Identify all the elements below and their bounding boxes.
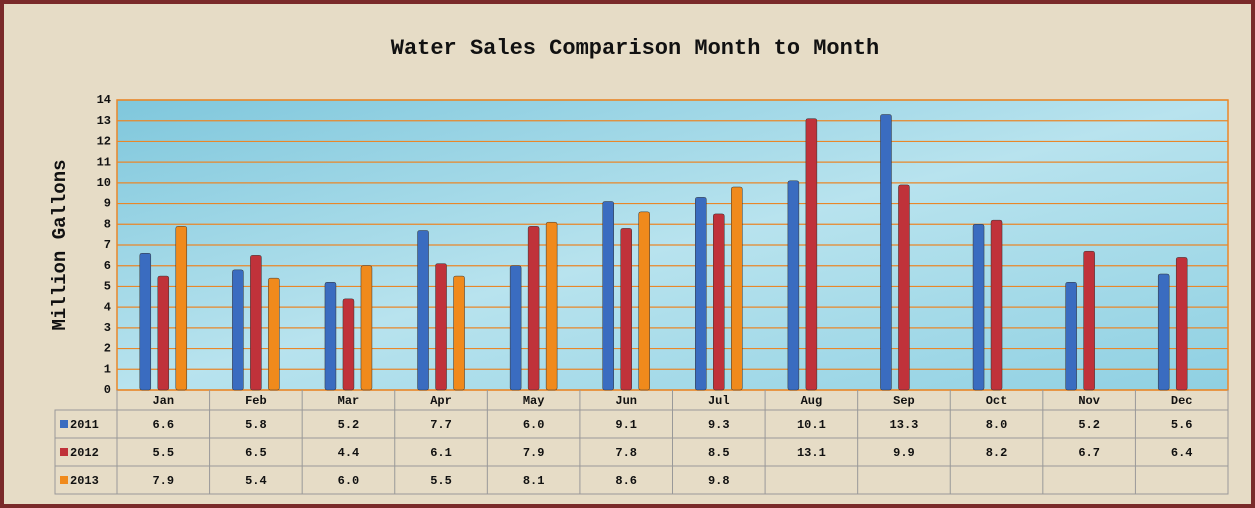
bar (417, 230, 429, 391)
bar (324, 282, 337, 391)
x-tick-label: Apr (430, 394, 452, 408)
bar (602, 201, 614, 391)
bar (620, 228, 632, 391)
x-tick-label: Jan (152, 394, 174, 408)
y-tick-label: 4 (104, 300, 111, 314)
table-cell: 5.2 (1078, 418, 1100, 432)
table-cell: 8.6 (615, 474, 637, 488)
y-tick-label: 2 (104, 342, 111, 356)
bar (972, 224, 985, 391)
table-cell: 13.1 (797, 446, 826, 460)
x-tick-label: Aug (801, 394, 823, 408)
table-cell: 9.3 (708, 418, 730, 432)
x-tick-label: Mar (338, 394, 360, 408)
y-tick-label: 7 (104, 238, 111, 252)
x-tick-label: Jun (615, 394, 637, 408)
table-cell: 4.4 (338, 446, 360, 460)
legend-key (60, 420, 68, 428)
table-cell: 6.7 (1078, 446, 1100, 460)
table-cell: 6.4 (1171, 446, 1193, 460)
x-tick-label: Jul (708, 394, 730, 408)
bar (157, 275, 170, 391)
y-tick-label: 5 (104, 280, 111, 294)
table-cell: 5.5 (152, 446, 174, 460)
table-cell: 7.9 (152, 474, 174, 488)
x-tick-label: Feb (245, 394, 267, 408)
bar (139, 253, 152, 391)
bar (175, 226, 188, 391)
bar (638, 211, 650, 391)
bar (232, 269, 244, 391)
table-cell: 7.7 (430, 418, 452, 432)
bar (527, 226, 540, 391)
table-cell: 5.2 (338, 418, 360, 432)
legend-label: 2011 (70, 418, 99, 432)
bar (1157, 273, 1170, 391)
table-cell: 6.0 (338, 474, 360, 488)
bar (1083, 250, 1095, 391)
table-cell: 5.8 (245, 418, 267, 432)
table-cell: 8.2 (986, 446, 1008, 460)
y-tick-label: 8 (104, 217, 111, 231)
bar (990, 219, 1003, 391)
bar (731, 186, 743, 391)
y-tick-label: 14 (97, 93, 111, 107)
y-tick-label: 6 (104, 259, 111, 273)
bar (509, 265, 522, 391)
bar (695, 197, 707, 391)
chart-title: Water Sales Comparison Month to Month (391, 36, 879, 61)
y-tick-label: 13 (97, 114, 111, 128)
table-cell: 9.8 (708, 474, 730, 488)
bar (713, 213, 725, 391)
table-cell: 6.5 (245, 446, 267, 460)
x-tick-label: May (523, 394, 545, 408)
bar (1065, 282, 1077, 391)
table-cell: 6.1 (430, 446, 452, 460)
table-cell: 10.1 (797, 418, 826, 432)
y-tick-label: 0 (104, 383, 111, 397)
y-tick-label: 3 (104, 321, 111, 335)
bar (1175, 257, 1188, 391)
table-cell: 8.0 (986, 418, 1008, 432)
y-tick-label: 1 (104, 362, 111, 376)
table-cell: 5.6 (1171, 418, 1193, 432)
table-cell: 7.9 (523, 446, 545, 460)
legend-key (60, 448, 68, 456)
table-cell: 13.3 (890, 418, 919, 432)
table-cell: 6.0 (523, 418, 545, 432)
table-cell: 5.4 (245, 474, 267, 488)
bar (545, 221, 558, 391)
x-tick-label: Dec (1171, 394, 1193, 408)
legend-label: 2013 (70, 474, 99, 488)
y-axis-label: Million Gallons (49, 159, 71, 330)
table-cell: 6.6 (152, 418, 174, 432)
legend-key (60, 476, 68, 484)
table-cell: 9.1 (615, 418, 637, 432)
bar (250, 255, 262, 391)
table-cell: 8.1 (523, 474, 545, 488)
bar (268, 277, 280, 391)
y-tick-label: 10 (97, 176, 111, 190)
legend-label: 2012 (70, 446, 99, 460)
bar (342, 298, 355, 391)
bar (453, 275, 465, 391)
bar (435, 263, 447, 391)
y-tick-label: 9 (104, 197, 111, 211)
bar (880, 114, 892, 391)
bar (898, 184, 910, 391)
table-cell: 7.8 (615, 446, 637, 460)
table-cell: 9.9 (893, 446, 915, 460)
bar (787, 180, 800, 391)
table-cell: 5.5 (430, 474, 452, 488)
x-tick-label: Sep (893, 394, 915, 408)
bar (360, 265, 373, 391)
y-tick-label: 12 (97, 135, 111, 149)
x-tick-label: Oct (986, 394, 1008, 408)
x-tick-label: Nov (1078, 394, 1100, 408)
y-tick-label: 11 (97, 155, 111, 169)
bar (805, 118, 818, 391)
table-cell: 8.5 (708, 446, 730, 460)
